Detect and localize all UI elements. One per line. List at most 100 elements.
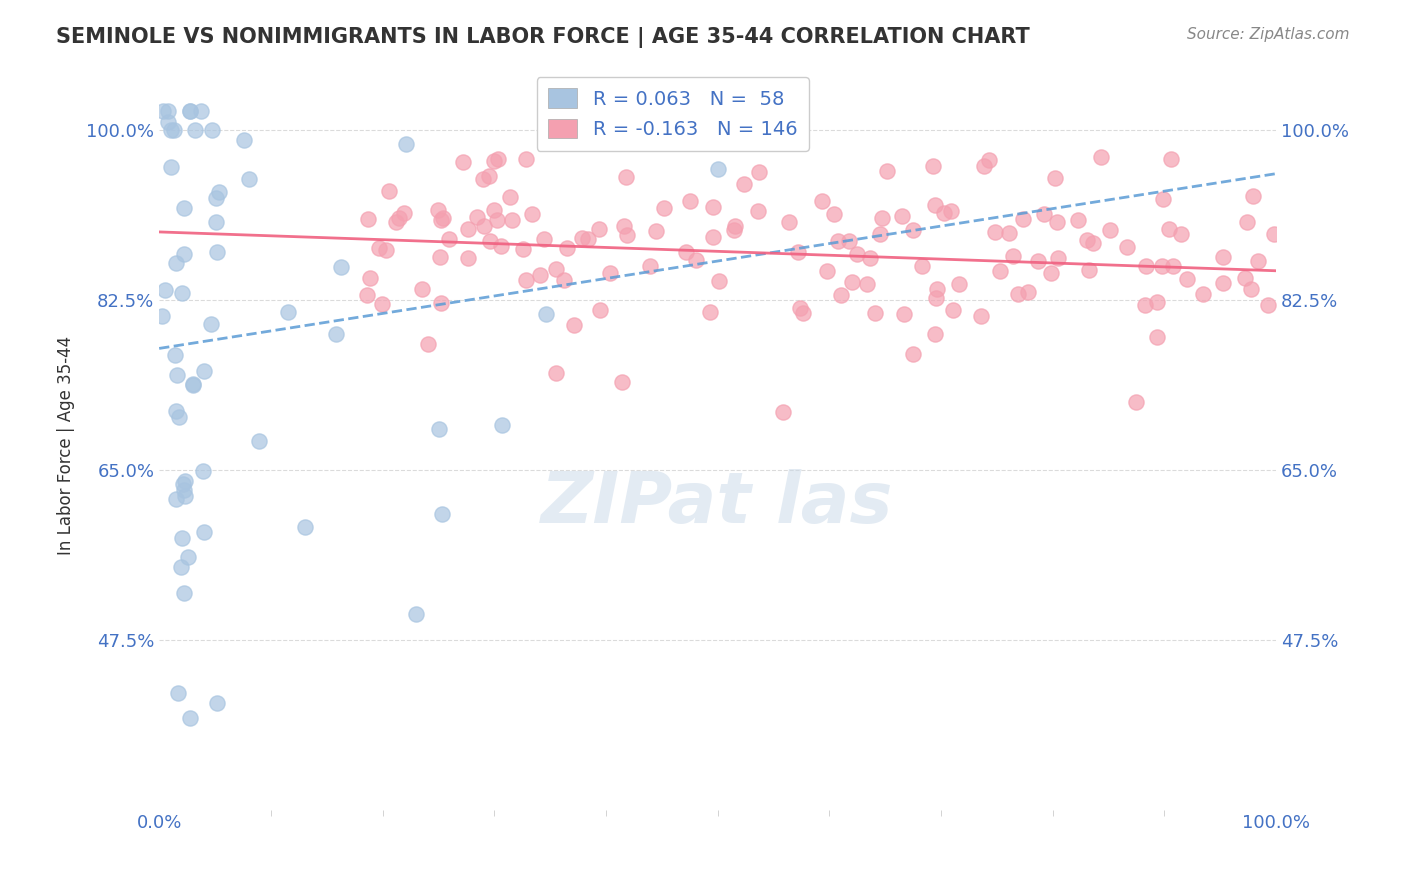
Point xyxy=(1099,223,1122,237)
Point xyxy=(181,377,204,392)
Point xyxy=(174,489,197,503)
Point xyxy=(997,226,1019,240)
Point xyxy=(430,507,453,521)
Point xyxy=(1175,272,1198,286)
Point xyxy=(533,232,555,246)
Point xyxy=(924,291,946,305)
Point xyxy=(941,204,963,219)
Point xyxy=(1170,227,1192,241)
Point xyxy=(172,477,194,491)
Point xyxy=(388,211,411,225)
Point xyxy=(571,231,593,245)
Point xyxy=(1146,294,1168,309)
Point xyxy=(1233,270,1256,285)
Point xyxy=(544,261,567,276)
Point xyxy=(172,531,194,545)
Point xyxy=(179,711,201,725)
Point xyxy=(394,206,416,220)
Point xyxy=(846,247,869,261)
Point xyxy=(205,215,228,229)
Point xyxy=(156,103,179,118)
Point xyxy=(562,318,585,333)
Point xyxy=(1077,263,1099,277)
Text: SEMINOLE VS NONIMMIGRANTS IN LABOR FORCE | AGE 35-44 CORRELATION CHART: SEMINOLE VS NONIMMIGRANTS IN LABOR FORCE… xyxy=(56,27,1031,48)
Point xyxy=(553,273,575,287)
Point xyxy=(1247,254,1270,268)
Point xyxy=(1033,207,1056,221)
Point xyxy=(1150,259,1173,273)
Point xyxy=(166,368,188,383)
Point xyxy=(932,206,955,220)
Point xyxy=(1046,215,1069,229)
Point xyxy=(205,245,228,260)
Point xyxy=(167,410,190,425)
Point xyxy=(1160,153,1182,167)
Point xyxy=(529,268,551,282)
Point xyxy=(838,234,860,248)
Point xyxy=(970,309,993,323)
Point xyxy=(859,251,882,265)
Point xyxy=(1152,192,1174,206)
Point xyxy=(179,103,201,118)
Point xyxy=(200,317,222,331)
Point xyxy=(294,520,316,534)
Point xyxy=(679,194,702,209)
Point xyxy=(599,266,621,280)
Point xyxy=(177,550,200,565)
Point xyxy=(699,305,721,319)
Point xyxy=(988,264,1011,278)
Point xyxy=(772,404,794,418)
Point xyxy=(152,103,174,118)
Point xyxy=(482,153,505,168)
Point xyxy=(163,123,186,137)
Point xyxy=(1157,221,1180,235)
Text: Source: ZipAtlas.com: Source: ZipAtlas.com xyxy=(1187,27,1350,42)
Point xyxy=(1236,214,1258,228)
Point xyxy=(901,347,924,361)
Point xyxy=(374,244,396,258)
Point xyxy=(1125,394,1147,409)
Point xyxy=(870,211,893,225)
Point xyxy=(165,256,187,270)
Point xyxy=(205,191,228,205)
Point xyxy=(702,229,724,244)
Point xyxy=(977,153,1000,168)
Point xyxy=(1116,239,1139,253)
Point xyxy=(193,524,215,539)
Point xyxy=(515,273,537,287)
Point xyxy=(429,250,451,264)
Point xyxy=(173,474,195,488)
Point xyxy=(395,137,418,152)
Point xyxy=(555,241,578,255)
Point xyxy=(478,169,501,183)
Point xyxy=(193,364,215,378)
Point xyxy=(418,336,440,351)
Point xyxy=(385,215,408,229)
Point xyxy=(638,259,661,273)
Point xyxy=(457,221,479,235)
Point xyxy=(675,245,697,260)
Point xyxy=(830,288,852,302)
Point xyxy=(426,202,449,217)
Point xyxy=(614,169,637,184)
Point xyxy=(173,586,195,600)
Point xyxy=(610,376,633,390)
Point xyxy=(841,275,863,289)
Point xyxy=(485,213,508,227)
Point xyxy=(942,303,965,318)
Point xyxy=(1040,266,1063,280)
Point xyxy=(173,483,195,497)
Point xyxy=(170,559,193,574)
Point xyxy=(827,234,849,248)
Point xyxy=(1243,189,1265,203)
Point xyxy=(515,152,537,166)
Point xyxy=(589,302,612,317)
Point xyxy=(1011,212,1033,227)
Point xyxy=(1257,298,1279,312)
Point xyxy=(167,686,190,700)
Point xyxy=(427,422,450,436)
Point xyxy=(165,404,187,418)
Point xyxy=(911,259,934,273)
Point xyxy=(150,310,173,324)
Point xyxy=(201,123,224,137)
